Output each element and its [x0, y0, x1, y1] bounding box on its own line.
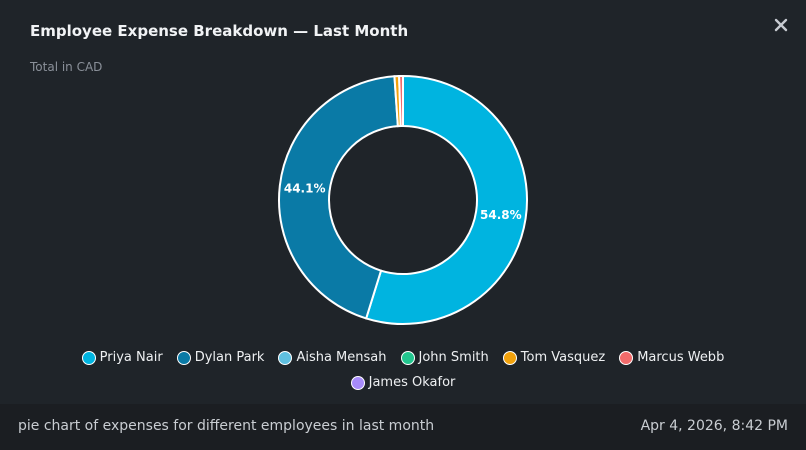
- data-label-priya-nair: 54.8%: [480, 208, 522, 222]
- legend-swatch: [278, 350, 293, 365]
- legend-swatch: [350, 375, 365, 390]
- legend-label: John Smith: [418, 350, 489, 365]
- close-icon: [774, 18, 788, 32]
- legend-item-dylan-park[interactable]: Dylan Park: [176, 350, 265, 365]
- chart-card: Employee Expense Breakdown — Last Month …: [30, 14, 792, 390]
- legend-swatch: [400, 350, 415, 365]
- legend-label: Marcus Webb: [637, 350, 725, 365]
- timestamp: Apr 4, 2026, 8:42 PM: [640, 418, 788, 434]
- legend-swatch: [176, 350, 191, 365]
- donut-chart: 54.8% 44.1%: [278, 74, 528, 325]
- slice-dylan-park[interactable]: [278, 75, 399, 320]
- legend-swatch: [502, 350, 517, 365]
- footer-bar: pie chart of expenses for different empl…: [0, 404, 806, 450]
- chart-title: Employee Expense Breakdown — Last Month: [30, 22, 409, 40]
- legend-swatch: [81, 350, 96, 365]
- data-label-dylan-park: 44.1%: [284, 182, 326, 196]
- legend-label: Tom Vasquez: [520, 350, 606, 365]
- slice-priya-nair[interactable]: [364, 74, 528, 325]
- chart-legend: Priya Nair Dylan Park Aisha Mensah John Smi…: [60, 350, 746, 390]
- legend-label: Aisha Mensah: [296, 350, 387, 365]
- legend-swatch: [619, 350, 634, 365]
- legend-item-john-smith[interactable]: John Smith: [400, 350, 489, 365]
- close-button[interactable]: [770, 14, 792, 36]
- legend-item-james-okafor[interactable]: James Okafor: [350, 375, 456, 390]
- chart-caption: pie chart of expenses for different empl…: [18, 418, 435, 434]
- legend-label: James Okafor: [368, 375, 456, 390]
- legend-label: Priya Nair: [99, 350, 163, 365]
- legend-item-priya-nair[interactable]: Priya Nair: [81, 350, 163, 365]
- slice-marcus-webb[interactable]: [398, 74, 404, 128]
- legend-item-tom-vasquez[interactable]: Tom Vasquez: [502, 350, 606, 365]
- legend-item-aisha-mensah[interactable]: Aisha Mensah: [278, 350, 387, 365]
- legend-item-marcus-webb[interactable]: Marcus Webb: [619, 350, 724, 365]
- chart-subtitle: Total in CAD: [30, 60, 103, 74]
- legend-label: Dylan Park: [194, 350, 265, 365]
